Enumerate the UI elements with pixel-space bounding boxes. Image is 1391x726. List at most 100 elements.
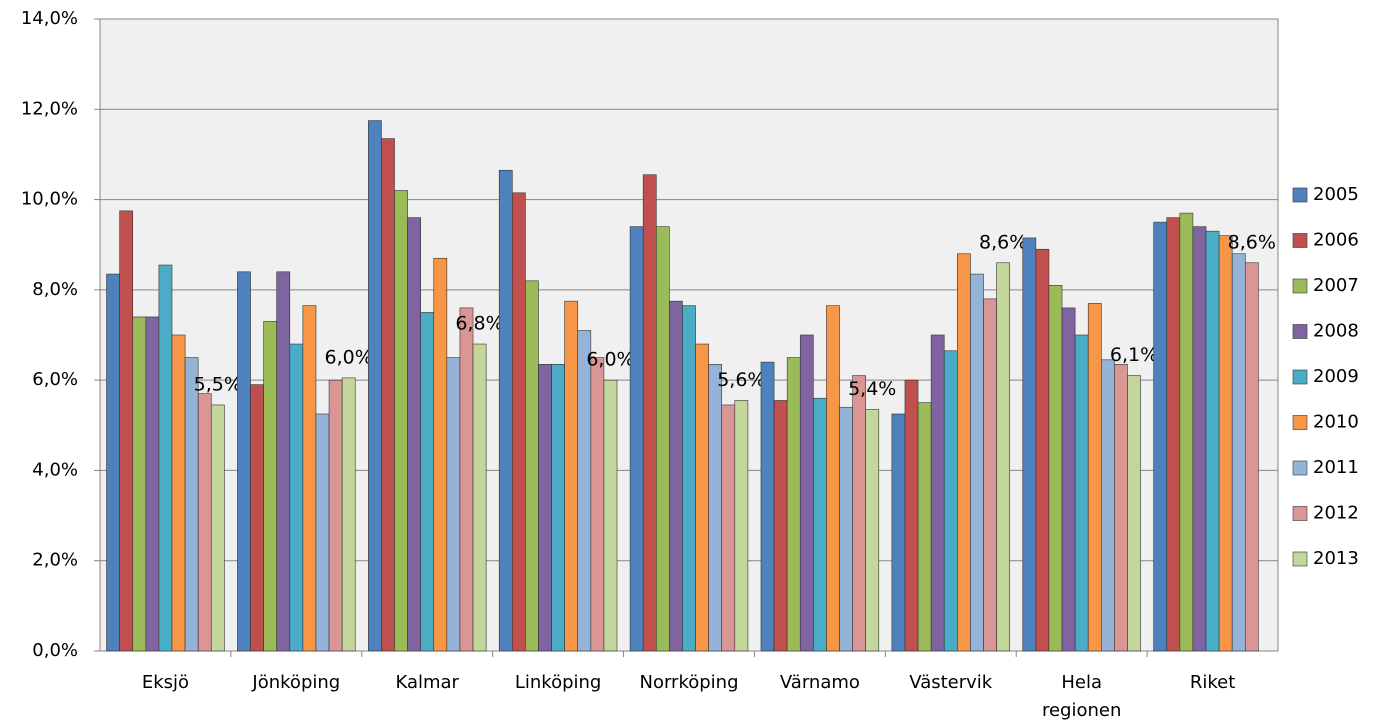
bar [852,375,866,652]
bar [184,357,199,652]
bar [1061,307,1076,652]
bar [1101,359,1115,652]
bar [381,138,395,652]
legend-swatch [1292,187,1308,203]
y-tick-label: 8,0% [32,279,78,300]
y-tick-label: 4,0% [32,459,78,480]
bar [721,404,736,652]
x-tick-label: Västervik [909,672,993,693]
x-tick-label: Eksjö [142,672,189,693]
value-label: 6,0% [586,349,634,371]
legend-swatch [1292,551,1308,567]
legend-swatch [1292,278,1308,294]
bar [642,174,657,652]
bar [446,357,461,652]
legend-label: 2010 [1313,412,1359,433]
bar [891,413,906,652]
legend-label: 2005 [1313,184,1359,205]
x-tick-label: Norrköping [639,672,738,693]
x-tick-label: Kalmar [395,672,459,693]
bar [773,400,788,652]
legend-swatch [1292,460,1308,476]
bar [315,413,330,652]
y-tick-label: 6,0% [32,369,78,390]
bar [525,280,539,652]
bar [1218,235,1233,652]
bar [930,334,945,652]
bar [302,305,317,652]
bar [904,379,919,652]
bar [1022,237,1037,652]
legend-swatch [1292,369,1308,385]
legend-label: 2006 [1313,230,1359,251]
bar [1244,262,1259,652]
bar [158,264,173,652]
bar [708,364,723,652]
legend-label: 2011 [1313,457,1359,478]
bar [1074,334,1089,652]
bar [682,305,696,652]
bar [197,393,212,652]
bar [119,210,134,652]
bar [263,321,278,652]
bar [210,404,225,652]
x-tick-label: Linköping [515,672,602,693]
bar [1192,226,1207,652]
bar [538,364,552,652]
legend-label: 2012 [1313,503,1359,524]
bar [420,312,435,652]
bar [564,300,579,652]
bar [171,334,186,652]
bar [669,300,683,652]
x-tick-label: Riket [1190,672,1235,693]
bar [1127,375,1141,652]
bar [590,357,605,652]
bar [943,350,958,652]
bar [629,226,644,652]
bar [799,334,814,652]
legend-label: 2009 [1313,366,1359,387]
bar [577,330,592,652]
bar [865,409,880,652]
bar [328,379,343,652]
legend-swatch [1292,415,1308,430]
bar [786,357,801,652]
bar [1179,212,1194,652]
bar [407,217,421,652]
bar [1114,364,1128,652]
bar [250,384,264,652]
bar [498,169,513,652]
value-label: 6,8% [455,313,503,335]
bar [839,406,853,652]
legend-swatch [1292,506,1308,521]
bar [511,192,526,652]
y-tick-label: 0,0% [32,640,78,661]
bar [970,273,984,652]
bar [734,400,749,652]
value-label: 5,6% [717,369,765,391]
bar [368,120,382,652]
bar [983,298,997,652]
value-label: 6,1% [1110,344,1158,366]
bar [145,316,160,652]
value-label: 8,6% [1228,231,1276,253]
x-tick-label: Hela regionen [1042,672,1121,721]
bar [813,397,827,652]
y-tick-label: 12,0% [21,98,78,119]
bar [917,402,932,652]
bar [1048,285,1063,652]
bar [341,377,356,652]
bar [1231,253,1246,652]
bar [1205,230,1220,652]
bar [289,343,304,652]
bar [1166,217,1181,652]
bar [394,190,408,652]
x-tick-label: Värnamo [780,672,860,693]
bar [996,262,1010,652]
y-tick-label: 14,0% [21,8,78,29]
x-tick-label: Jönköping [251,672,340,693]
bar [106,273,120,652]
bar [1153,221,1168,652]
bar [237,271,251,652]
